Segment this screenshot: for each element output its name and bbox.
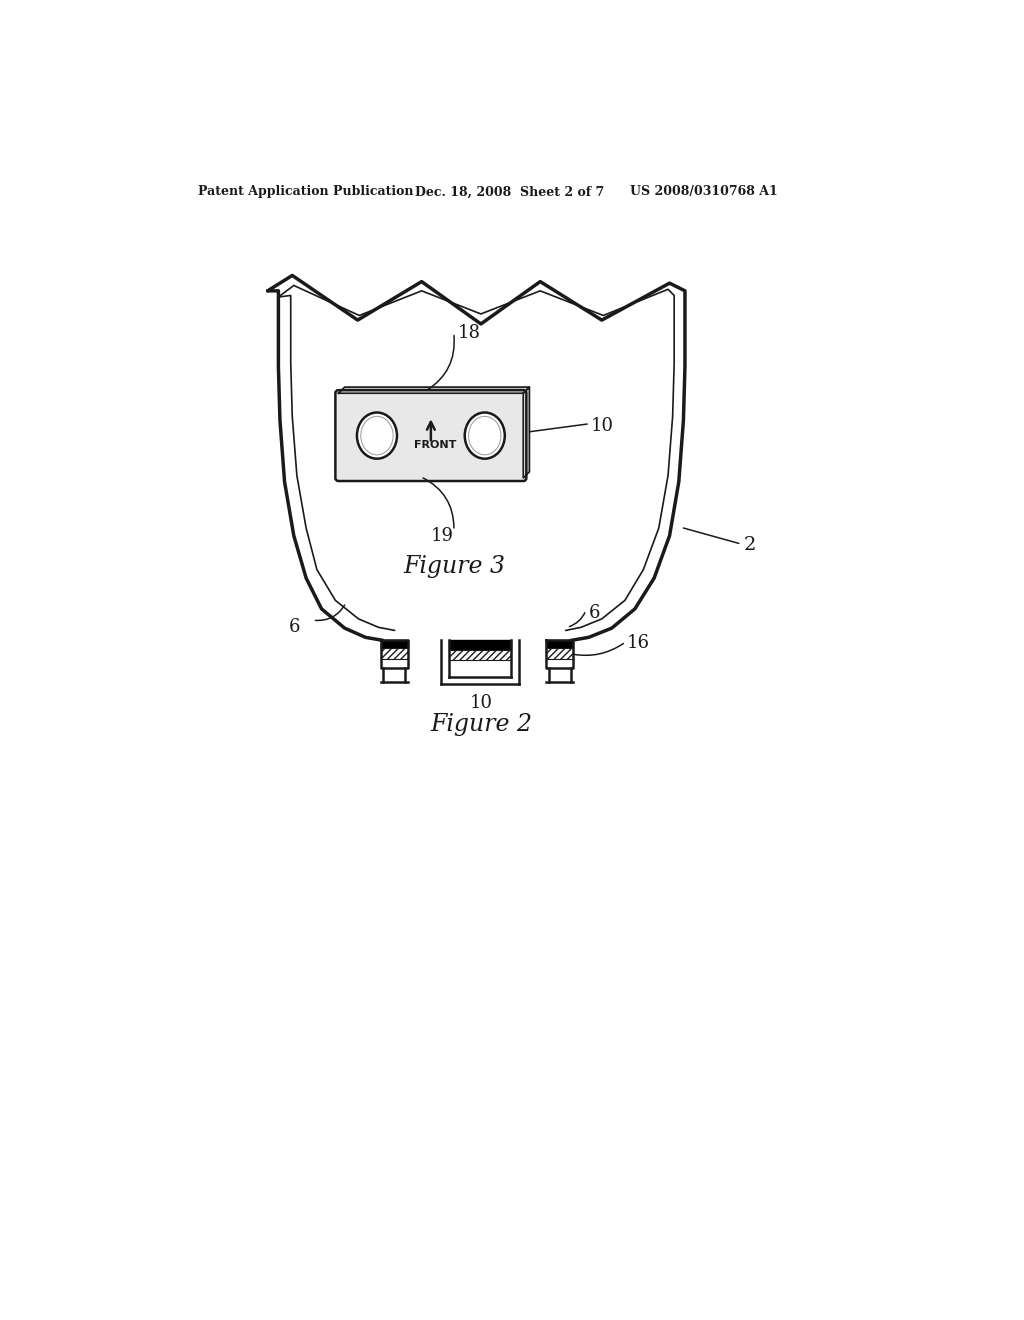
Ellipse shape xyxy=(360,416,393,455)
Text: 16: 16 xyxy=(628,635,650,652)
Text: 10: 10 xyxy=(469,693,493,711)
Text: 6: 6 xyxy=(589,603,600,622)
Text: 18: 18 xyxy=(458,325,481,342)
Text: Figure 3: Figure 3 xyxy=(403,554,505,578)
Text: FRONT: FRONT xyxy=(414,441,456,450)
Text: Patent Application Publication: Patent Application Publication xyxy=(199,185,414,198)
Text: Figure 2: Figure 2 xyxy=(430,713,531,735)
Text: Dec. 18, 2008  Sheet 2 of 7: Dec. 18, 2008 Sheet 2 of 7 xyxy=(416,185,605,198)
Text: 2: 2 xyxy=(743,536,756,554)
Text: 6: 6 xyxy=(289,618,300,635)
Bar xyxy=(547,648,573,659)
Text: 19: 19 xyxy=(431,527,454,545)
Ellipse shape xyxy=(465,413,505,459)
Ellipse shape xyxy=(357,413,397,459)
FancyBboxPatch shape xyxy=(336,391,526,480)
Polygon shape xyxy=(523,387,529,478)
Bar xyxy=(450,649,511,660)
Polygon shape xyxy=(339,387,529,393)
Text: US 2008/0310768 A1: US 2008/0310768 A1 xyxy=(630,185,777,198)
Text: 10: 10 xyxy=(591,417,614,434)
Bar xyxy=(381,648,408,659)
Ellipse shape xyxy=(469,416,501,455)
